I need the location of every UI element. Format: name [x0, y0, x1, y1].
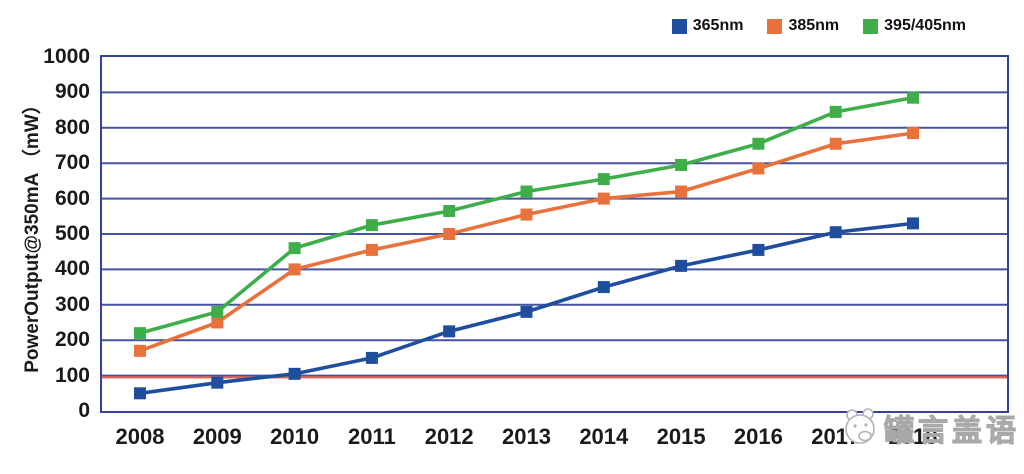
marker-385nm-2009: [211, 316, 224, 329]
marker-365nm-2018: [907, 217, 919, 230]
marker-365nm-2017: [829, 226, 842, 239]
legend-label: 385nm: [788, 17, 840, 34]
marker-365nm-2011: [365, 351, 378, 364]
marker-385nm-2011: [365, 243, 378, 256]
x-tick-2013: 2013: [502, 424, 551, 449]
y-tick-700: 700: [54, 151, 90, 175]
y-tick-0: 0: [78, 399, 90, 422]
x-tick-2009: 2009: [192, 424, 242, 449]
marker-365nm-2013: [520, 305, 533, 318]
marker-395405nm-2010: [288, 242, 301, 255]
marker-395405nm-2014: [597, 173, 610, 186]
x-tick-2012: 2012: [424, 424, 474, 449]
marker-365nm-2015: [675, 259, 688, 272]
marker-395405nm-2017: [829, 105, 842, 118]
legend-swatch-icon: [767, 18, 783, 34]
legend-swatch-icon: [671, 18, 687, 34]
legend-swatch-icon: [863, 18, 879, 34]
marker-395405nm-2011: [365, 219, 378, 232]
marker-395405nm-2016: [752, 137, 765, 150]
marker-385nm-2016: [752, 162, 765, 175]
y-tick-300: 300: [54, 292, 90, 316]
marker-365nm-2009: [211, 376, 224, 389]
x-tick-2010: 2010: [270, 424, 320, 449]
marker-385nm-2008: [134, 344, 146, 357]
marker-385nm-2013: [520, 208, 533, 221]
chart-canvas: [102, 91, 1007, 400]
marker-365nm-2008: [134, 387, 146, 400]
plot-area: [100, 55, 1009, 413]
x-tick-2008: 2008: [115, 424, 165, 449]
x-tick-2018: 2018: [888, 424, 938, 449]
y-tick-1000: 1000: [43, 45, 90, 68]
marker-385nm-2018: [907, 127, 919, 140]
marker-365nm-2016: [752, 243, 765, 256]
x-tick-2011: 2011: [348, 424, 396, 449]
y-tick-600: 600: [54, 186, 90, 210]
y-tick-100: 100: [54, 363, 90, 387]
x-tick-2015: 2015: [656, 424, 706, 449]
marker-395405nm-2015: [675, 158, 688, 171]
marker-385nm-2015: [675, 185, 688, 198]
marker-365nm-2014: [597, 281, 610, 294]
y-tick-800: 800: [54, 115, 90, 139]
y-tick-900: 900: [54, 80, 90, 104]
marker-385nm-2014: [597, 192, 610, 205]
legend-item-395405nm: 395/405nm: [863, 17, 966, 35]
legend-label: 395/405nm: [884, 17, 966, 34]
chart-legend: 365nm 385nm 395/405nm: [671, 17, 966, 35]
marker-385nm-2017: [829, 137, 842, 150]
marker-395405nm-2013: [520, 185, 533, 198]
marker-395405nm-2018: [907, 91, 919, 104]
marker-395405nm-2009: [211, 305, 224, 318]
marker-365nm-2012: [443, 325, 456, 338]
legend-item-365nm: 365nm: [671, 17, 744, 35]
marker-365nm-2010: [288, 367, 301, 380]
marker-385nm-2012: [443, 228, 456, 240]
marker-395405nm-2012: [443, 204, 456, 217]
legend-item-385nm: 385nm: [767, 17, 839, 35]
y-tick-200: 200: [54, 328, 90, 352]
legend-label: 365nm: [692, 17, 744, 34]
y-tick-400: 400: [54, 257, 90, 281]
marker-395405nm-2008: [134, 327, 146, 340]
x-tick-2016: 2016: [733, 424, 783, 449]
x-tick-2014: 2014: [579, 424, 629, 449]
y-tick-500: 500: [54, 222, 90, 245]
marker-385nm-2010: [288, 263, 301, 276]
